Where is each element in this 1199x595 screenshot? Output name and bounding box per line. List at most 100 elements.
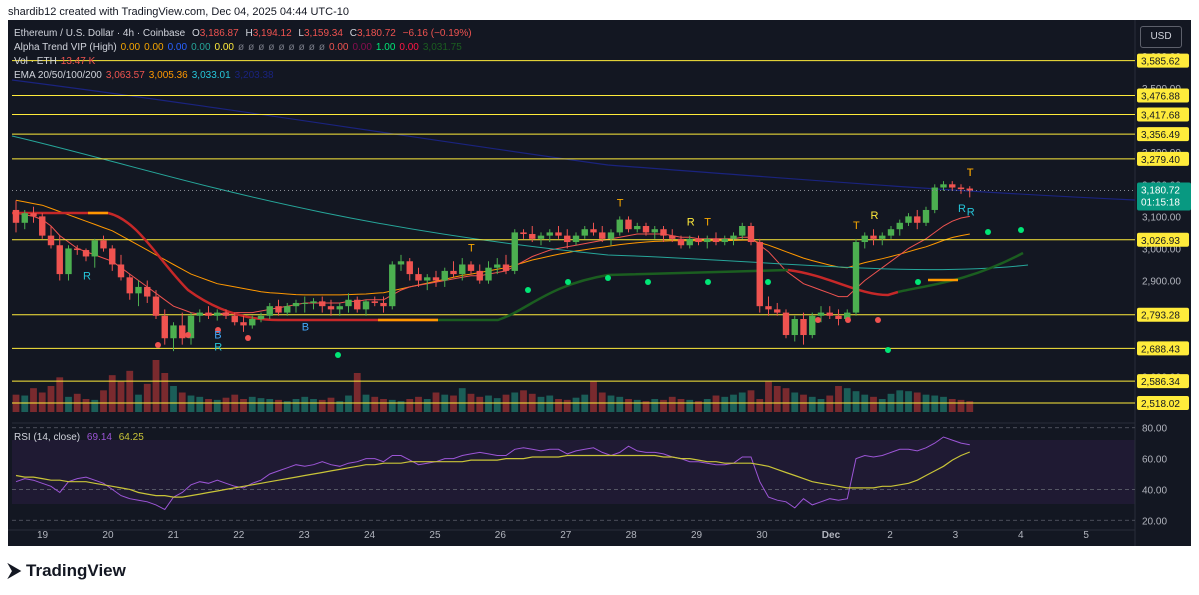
candle-body xyxy=(117,264,125,278)
volume-bar xyxy=(170,386,177,412)
candle-body xyxy=(135,286,142,294)
resistance-dot xyxy=(215,327,221,333)
ema20-line xyxy=(15,212,970,315)
volume-bar xyxy=(598,392,606,412)
alpha-legend: Alpha Trend VIP (High) 0.00 0.00 0.00 0.00 0.… xyxy=(14,42,470,53)
signal-label: T xyxy=(967,167,974,179)
candle-body xyxy=(266,306,273,316)
candle-body xyxy=(100,240,107,249)
candle-body xyxy=(380,302,387,307)
volume-bar xyxy=(843,388,851,412)
candle-body xyxy=(249,319,256,326)
volume-bar xyxy=(196,396,204,412)
time-tick-label: 22 xyxy=(233,530,245,541)
volume-bar xyxy=(56,377,64,412)
rsi-ma-value: 64.25 xyxy=(118,432,144,443)
candle-body xyxy=(21,213,28,223)
price-chart[interactable]: 3,600.003,500.003,300.003,200.003,100.00… xyxy=(8,20,1191,546)
volume-bar xyxy=(835,386,842,412)
volume-bar xyxy=(458,388,466,412)
level-tag-label: 2,586.34 xyxy=(1141,377,1180,388)
vol-legend: Vol · ETH 13.47 K xyxy=(14,56,99,67)
volume-bar xyxy=(406,399,414,412)
candle-body xyxy=(599,232,606,239)
candle-body xyxy=(774,309,781,313)
candle-body xyxy=(957,187,965,190)
candle-body xyxy=(896,222,903,230)
level-tag-label: 2,518.02 xyxy=(1141,399,1180,410)
level-tag xyxy=(1137,88,1189,103)
candle-body xyxy=(826,312,833,316)
volume-bar xyxy=(117,381,125,412)
candle-body xyxy=(196,312,203,316)
volume-bar xyxy=(660,399,667,412)
candle-body xyxy=(870,235,877,239)
level-tag xyxy=(1137,232,1189,247)
volume-bar xyxy=(756,399,764,412)
candle-body xyxy=(91,240,98,257)
footer: ⮞ TradingView xyxy=(8,560,126,581)
volume-bar xyxy=(432,392,440,412)
candle-body xyxy=(275,306,282,313)
candle-body xyxy=(65,248,72,275)
volume-bar xyxy=(178,392,186,412)
volume-bar xyxy=(318,399,326,412)
volume-bar xyxy=(161,373,169,412)
signal-label: T xyxy=(704,217,711,229)
level-tag xyxy=(1137,107,1189,122)
alpha-value-8: ø xyxy=(268,42,275,53)
alpha-label: Alpha Trend VIP (High) xyxy=(14,42,117,53)
volume-bar xyxy=(747,390,755,412)
candle-body xyxy=(179,325,186,339)
volume-bar xyxy=(38,392,46,412)
candle-body xyxy=(494,264,501,268)
ema-value-0: 3,063.57 xyxy=(105,70,145,81)
rsi-tick-label: 80.00 xyxy=(1142,424,1167,435)
candle-body xyxy=(310,301,317,303)
candle-body xyxy=(520,232,527,235)
candle-body xyxy=(677,238,685,246)
volume-bar xyxy=(511,392,519,412)
volume-bar xyxy=(47,386,55,412)
candle-body xyxy=(222,312,230,316)
candle-body xyxy=(56,245,63,275)
time-tick-label: 29 xyxy=(691,530,703,541)
close-label: C xyxy=(349,28,357,39)
candle-body xyxy=(459,264,466,275)
candle-body xyxy=(161,315,168,339)
candle-body xyxy=(651,229,658,233)
volume-bar xyxy=(21,395,29,412)
rsi-tick-label: 60.00 xyxy=(1142,455,1167,466)
volume-bar xyxy=(248,396,256,412)
candle-body xyxy=(450,270,457,275)
level-tag xyxy=(1137,341,1189,356)
rsi-legend: RSI (14, close) 69.14 64.25 xyxy=(14,432,148,443)
candle-body xyxy=(406,261,413,275)
chart-frame[interactable]: 3,600.003,500.003,300.003,200.003,100.00… xyxy=(8,20,1191,546)
volume-bar xyxy=(423,399,431,412)
volume-bar xyxy=(537,396,545,412)
volume-bar xyxy=(371,396,379,412)
volume-bar xyxy=(91,399,99,412)
candle-body xyxy=(424,277,431,281)
volume-bar xyxy=(380,399,387,412)
volume-bar xyxy=(826,395,834,412)
time-tick-label: 20 xyxy=(102,530,114,541)
volume-bar xyxy=(905,391,912,412)
currency-button[interactable]: USD xyxy=(1140,26,1182,48)
volume-bar xyxy=(791,392,799,412)
candle-body xyxy=(905,216,912,223)
candle-body xyxy=(74,248,81,251)
resistance-dot xyxy=(845,317,851,323)
candle-body xyxy=(231,315,238,323)
bar-countdown: 01:15:18 xyxy=(1141,197,1180,208)
level-tag xyxy=(1137,53,1189,68)
candle-body xyxy=(144,286,151,297)
alpha-value-6: ø xyxy=(248,42,255,53)
candle-body xyxy=(721,238,728,243)
alpha-value-17: 0.00 xyxy=(399,42,419,53)
signal-label: T xyxy=(468,242,475,254)
candle-body xyxy=(966,188,973,191)
candle-body xyxy=(887,229,895,236)
alpha-value-9: ø xyxy=(278,42,285,53)
